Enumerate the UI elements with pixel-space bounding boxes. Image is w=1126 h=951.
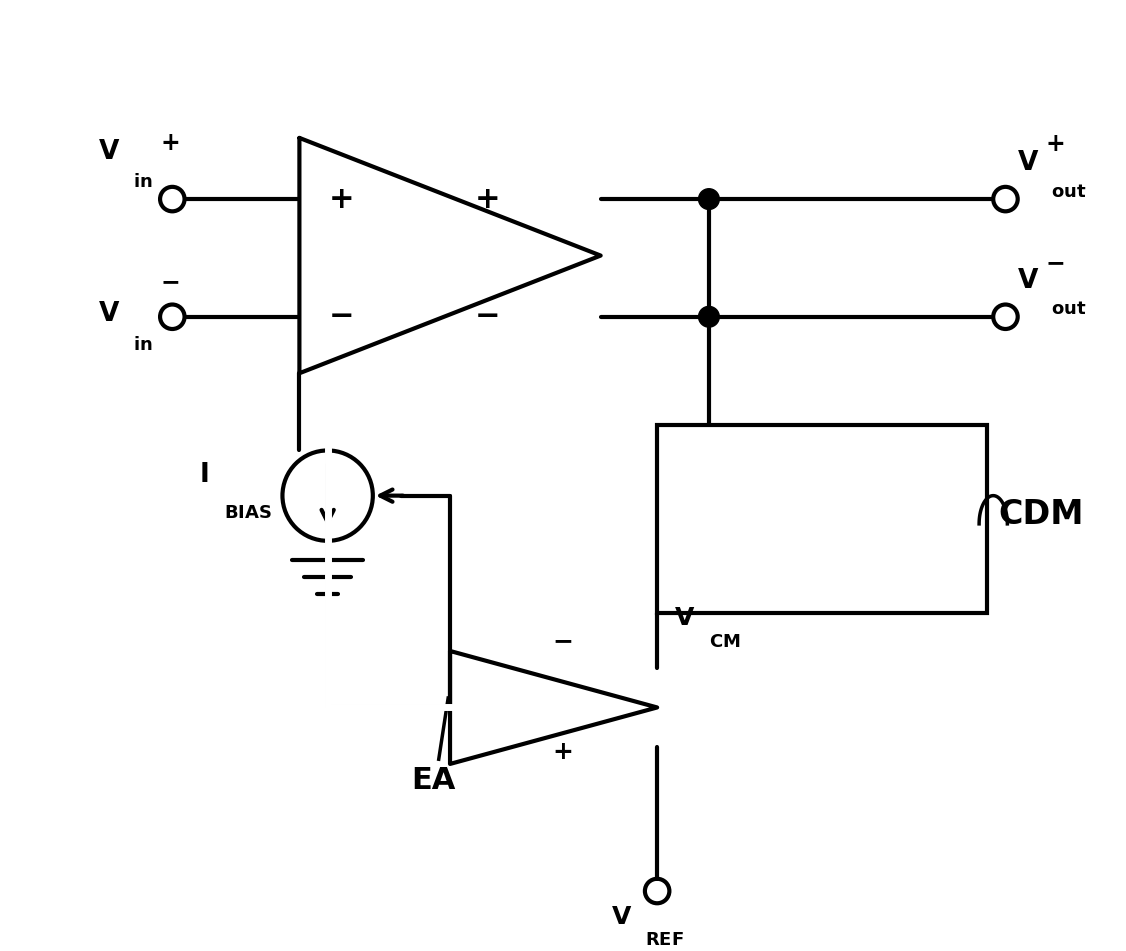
Text: $\bf{-}$: $\bf{-}$ xyxy=(160,269,179,293)
Text: CDM: CDM xyxy=(998,498,1083,531)
Text: $\bf{CM}$: $\bf{CM}$ xyxy=(709,632,741,650)
Text: −: − xyxy=(329,302,355,331)
Text: +: + xyxy=(329,184,355,214)
Text: $\bf{V}$: $\bf{V}$ xyxy=(610,905,632,929)
Text: $\bf{V}$: $\bf{V}$ xyxy=(1017,268,1039,294)
Text: $\bf{in}$: $\bf{in}$ xyxy=(133,336,153,354)
Text: +: + xyxy=(553,740,573,764)
Text: $\bf{in}$: $\bf{in}$ xyxy=(133,173,153,191)
Text: $\bf{REF}$: $\bf{REF}$ xyxy=(645,931,685,949)
Bar xyxy=(658,425,986,613)
Text: $\bf{out}$: $\bf{out}$ xyxy=(1051,183,1087,201)
Circle shape xyxy=(698,188,720,209)
Text: $\bf{V}$: $\bf{V}$ xyxy=(1017,150,1039,176)
Text: $\bf{-}$: $\bf{-}$ xyxy=(1045,250,1064,274)
Text: −: − xyxy=(553,630,573,653)
Text: $\bf{I}$: $\bf{I}$ xyxy=(198,462,208,488)
Text: $\bf{V}$: $\bf{V}$ xyxy=(674,606,696,630)
Text: $\bf{V}$: $\bf{V}$ xyxy=(98,301,120,327)
Text: +: + xyxy=(475,184,500,214)
Text: $\bf{+}$: $\bf{+}$ xyxy=(1045,132,1064,157)
Text: $\bf{+}$: $\bf{+}$ xyxy=(160,130,179,155)
Text: EA: EA xyxy=(411,767,455,795)
Text: $\bf{BIAS}$: $\bf{BIAS}$ xyxy=(224,504,271,521)
Text: $\bf{V}$: $\bf{V}$ xyxy=(98,139,120,165)
Text: −: − xyxy=(475,302,500,331)
Circle shape xyxy=(698,306,720,327)
Text: $\bf{out}$: $\bf{out}$ xyxy=(1051,301,1087,319)
